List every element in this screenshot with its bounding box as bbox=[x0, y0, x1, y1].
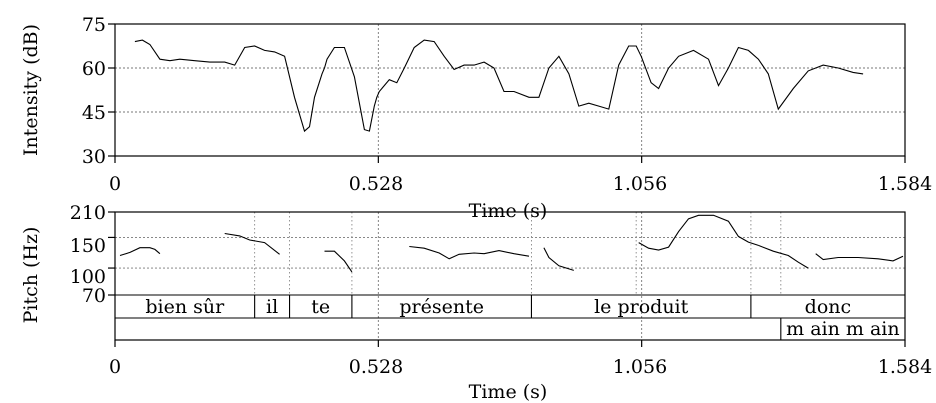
pitch-segment-1 bbox=[224, 232, 280, 255]
pitch-segment-0 bbox=[119, 247, 161, 257]
intensity-panel: 75 60 45 30 0 0.528 1.056 1.584 Time (s)… bbox=[20, 14, 932, 222]
pitch-segment-4 bbox=[543, 247, 574, 271]
intensity-ytick-60: 60 bbox=[82, 58, 106, 80]
intensity-xtick-1584: 1.584 bbox=[878, 173, 932, 195]
intensity-gridlines bbox=[115, 24, 905, 156]
pitch-gridlines bbox=[115, 212, 905, 340]
pitch-plot-frame bbox=[114, 211, 906, 341]
pitch-ytick-210: 210 bbox=[70, 202, 106, 224]
tier0-label-1: il bbox=[266, 296, 278, 318]
intensity-xtick-0: 0 bbox=[109, 173, 121, 195]
pitch-ytick-100: 100 bbox=[70, 266, 106, 288]
pitch-y-axis-label: Pitch (Hz) bbox=[20, 227, 42, 324]
intensity-series-line bbox=[134, 39, 864, 133]
intensity-ticks bbox=[108, 23, 906, 163]
pitch-segment-3 bbox=[409, 245, 530, 260]
pitch-ytick-70: 70 bbox=[82, 285, 106, 307]
tier0-label-0: bien sûr bbox=[145, 296, 225, 318]
intensity-ytick-75: 75 bbox=[82, 14, 106, 36]
tier1-label-0: m ain m ain bbox=[786, 318, 899, 340]
intensity-ytick-45: 45 bbox=[82, 102, 106, 124]
pitch-segment-6 bbox=[758, 244, 809, 269]
tier0-label-3: présente bbox=[399, 296, 484, 318]
intensity-y-axis-label: Intensity (dB) bbox=[20, 24, 42, 156]
pitch-segment-7 bbox=[815, 253, 904, 262]
intensity-xtick-0528: 0.528 bbox=[349, 173, 403, 195]
pitch-xtick-1584: 1.584 bbox=[878, 356, 932, 378]
pitch-segment-5 bbox=[638, 214, 759, 251]
tier0-label-2: te bbox=[311, 296, 330, 318]
tier0-label-4: le produit bbox=[594, 296, 689, 318]
tier0-label-5: donc bbox=[805, 296, 851, 318]
pitch-boundary-lines bbox=[254, 212, 782, 295]
pitch-xtick-1056: 1.056 bbox=[613, 356, 667, 378]
intensity-x-axis-label: Time (s) bbox=[469, 200, 548, 222]
intensity-plot-frame bbox=[114, 23, 906, 157]
intensity-xtick-1056: 1.056 bbox=[613, 173, 667, 195]
pitch-xtick-0: 0 bbox=[109, 356, 121, 378]
pitch-segment-2 bbox=[324, 250, 353, 273]
intensity-ytick-30: 30 bbox=[82, 146, 106, 168]
pitch-series bbox=[119, 214, 904, 273]
pitch-ytick-150: 150 bbox=[70, 235, 106, 257]
pitch-x-axis-label: Time (s) bbox=[469, 381, 548, 403]
pitch-xtick-0528: 0.528 bbox=[349, 356, 403, 378]
pitch-ticks bbox=[108, 211, 906, 347]
